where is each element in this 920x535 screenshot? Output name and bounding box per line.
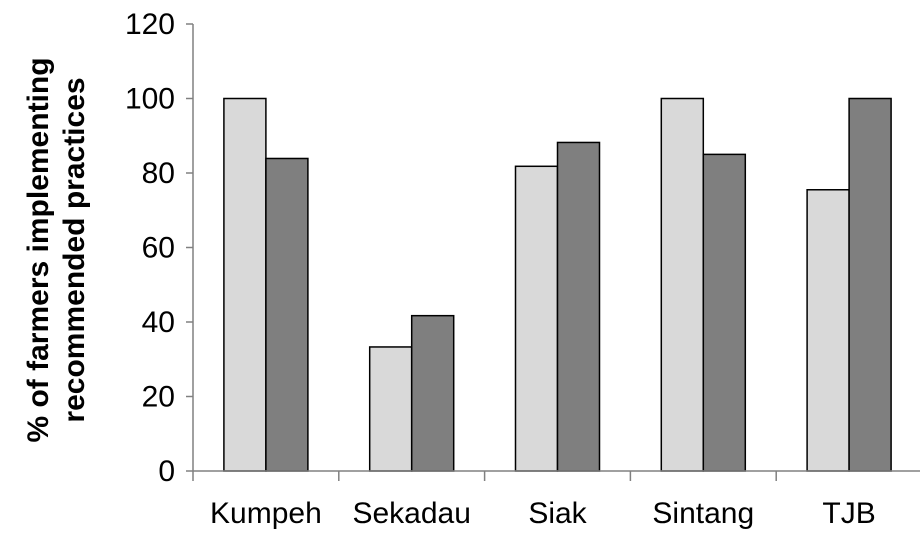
bars xyxy=(223,97,892,472)
x-tick-label: Sintang xyxy=(652,497,754,530)
x-tick-label: TJB xyxy=(822,497,875,530)
y-tick-label: 100 xyxy=(125,83,175,116)
x-tick-label: Sekadau xyxy=(352,497,470,530)
y-axis-title: % of farmers implementing recommended pr… xyxy=(22,57,91,442)
y-tick-label: 80 xyxy=(142,157,175,190)
bar-kumpeh-series-2 xyxy=(265,157,309,472)
y-axis-title-line-1: % of farmers implementing xyxy=(22,57,55,442)
y-tick-label: 120 xyxy=(125,8,175,41)
bar-siak-series-2 xyxy=(556,141,601,472)
x-tick-label: Siak xyxy=(528,497,587,530)
y-tick-label: 0 xyxy=(158,455,175,488)
bar-sintang-series-1 xyxy=(660,97,705,472)
x-tick-label: Kumpeh xyxy=(210,497,322,530)
y-tick-label: 40 xyxy=(142,306,175,339)
bar-siak-series-1 xyxy=(514,165,559,472)
x-axis: Kumpeh Sekadau Siak Sintang TJB xyxy=(192,470,920,530)
bar-kumpeh-series-1 xyxy=(223,97,267,472)
y-tick-label: 20 xyxy=(142,381,175,414)
bar-tjb-series-2 xyxy=(848,97,892,472)
bar-sintang-series-2 xyxy=(702,153,747,472)
y-tick-label: 60 xyxy=(142,232,175,265)
y-axis: 0 20 40 60 80 100 120 xyxy=(125,8,194,488)
bar-tjb-series-1 xyxy=(806,189,850,472)
bar-sekadau-series-1 xyxy=(368,346,413,472)
bar-sekadau-series-2 xyxy=(410,314,455,472)
y-axis-title-line-2: recommended practices xyxy=(58,77,91,422)
